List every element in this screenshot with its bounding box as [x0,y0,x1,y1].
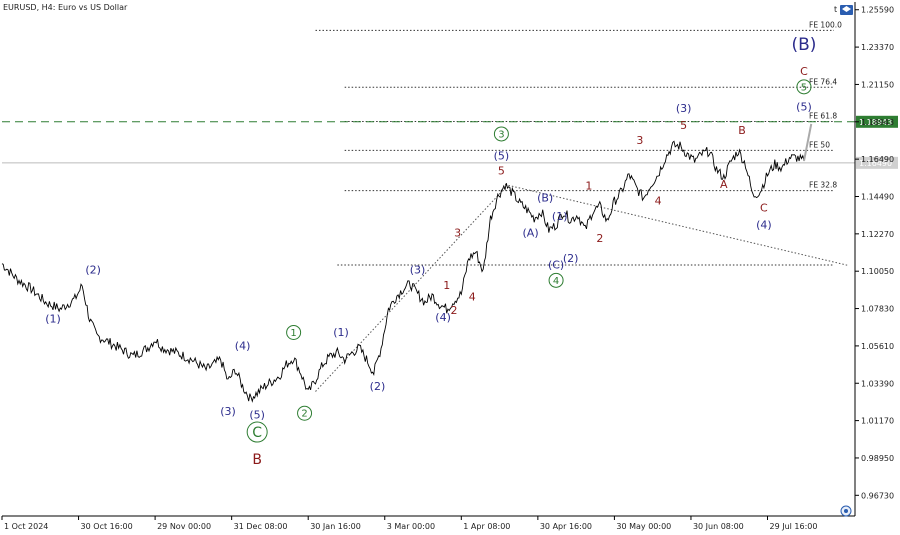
wave-label: 1 [585,180,592,193]
wave-label: B [738,124,746,137]
trendline[interactable] [504,184,848,266]
wave-label: (4) [756,218,772,231]
price-level-badge-text: 1.18943 [859,118,892,127]
wave-label: (3) [410,264,426,277]
wave-label: (4) [235,339,251,352]
price-level-badge [856,115,898,128]
x-tick-label: 1 Apr 08:00 [463,522,510,531]
wave-label: (A) [523,227,539,240]
wave-label: 5 [680,119,687,132]
x-tick-label: 31 Dec 08:00 [234,522,288,531]
x-tick-label: 30 Jan 16:00 [310,522,361,531]
y-tick-label: 0.98950 [861,454,894,463]
y-tick-label: 1.21150 [861,80,894,89]
wave-label: (5) [796,101,812,114]
wave-label: B [252,452,262,468]
wave-label: 2 [301,409,307,420]
wave-label: (1) [45,313,61,326]
wave-label: 1 [290,328,296,339]
wave-label-circle [246,421,268,443]
trading-cap-icon[interactable] [840,5,853,15]
wave-label: 4 [655,195,662,208]
y-tick-label: 1.10050 [861,267,894,276]
y-tick-label: 1.07830 [861,305,894,314]
wave-label: (1) [333,326,349,339]
fib-level-label: FE 32.8 [809,181,837,190]
wave-label: (5) [494,149,510,162]
gear-circle-icon[interactable] [840,505,852,517]
corner-letter: t [834,5,837,14]
wave-label: A [720,178,728,191]
y-tick-label: 1.05610 [861,342,894,351]
wave-label-circle [493,126,509,142]
wave-label: C [800,65,808,78]
x-tick-label: 29 Jul 16:00 [770,522,818,531]
fib-level-label: FE 76.4 [809,77,837,86]
wave-label: (B) [537,191,553,204]
wave-label: 3 [498,129,504,140]
wave-label: C [252,425,262,441]
wave-label: 5 [801,82,807,93]
wave-label: (1) [552,210,568,223]
wave-label: (B) [791,35,816,55]
x-tick-label: 30 May 00:00 [616,522,671,531]
y-tick-label: 1.25590 [861,6,894,15]
wave-label-circle [286,324,302,340]
x-tick-label: 30 Apr 16:00 [540,522,592,531]
price-series-line [1,140,805,403]
wave-label: (2) [85,264,101,277]
wave-label: (5) [249,408,265,421]
forecast-line [802,123,813,162]
fib-level-label: FE 100.0 [809,20,842,29]
wave-label: 4 [469,291,476,304]
x-tick-label: 30 Oct 16:00 [81,522,133,531]
y-tick-label: 1.12270 [861,230,894,239]
y-tick-label: 1.16490 [861,155,894,164]
trendline[interactable] [315,187,506,392]
wave-label: C [760,201,768,214]
x-tick-label: 30 Jun 08:00 [693,522,744,531]
trendlines-layer [315,184,848,392]
horizontal-lines-layer: 1.16490 1.18943 [2,115,898,169]
wave-label-circle [548,272,564,288]
wave-label: (2) [563,252,579,265]
wave-label: (3) [676,102,692,115]
price-layer [1,123,813,403]
y-tick-label: 1.18943 [861,118,894,127]
fib-level-label: FE 50 [809,140,830,149]
wave-label: (C) [548,259,564,272]
fib-levels-layer: FE 100.0 FE 76.4 FE 61.8 FE 50 FE 32.8 [315,20,842,266]
current-price-badge-text: 1.16490 [859,159,892,168]
wave-labels-layer: (1)(2)(3)(4)(5)CB12(1)(2)(3)(4)12343(5)5… [45,35,816,468]
wave-label: (4) [435,311,451,324]
y-tick-label: 0.96730 [861,491,894,500]
fib-level-label: FE 61.8 [809,111,837,120]
y-tick-label: 1.03390 [861,379,894,388]
wave-label: 5 [498,164,505,177]
chart-title: EURUSD, H4: Euro vs US Dollar [3,3,128,12]
wave-label: 1 [443,279,450,292]
wave-label: (3) [220,405,236,418]
wave-label: (2) [370,380,386,393]
x-tick-label: 29 Nov 00:00 [157,522,211,531]
wave-label: 3 [636,134,643,147]
y-tick-label: 1.14490 [861,192,894,201]
x-tick-label: 3 Mar 00:00 [387,522,435,531]
y-tick-label: 1.23370 [861,43,894,52]
wave-label-circle [297,405,313,421]
wave-label-circle [796,79,812,95]
wave-label: 3 [454,227,461,240]
current-price-badge [856,156,898,169]
wave-label: 4 [553,276,559,287]
y-tick-label: 1.01170 [861,417,894,426]
wave-label: 2 [596,232,603,245]
x-tick-label: 1 Oct 2024 [4,522,48,531]
wave-label: 2 [451,304,458,317]
